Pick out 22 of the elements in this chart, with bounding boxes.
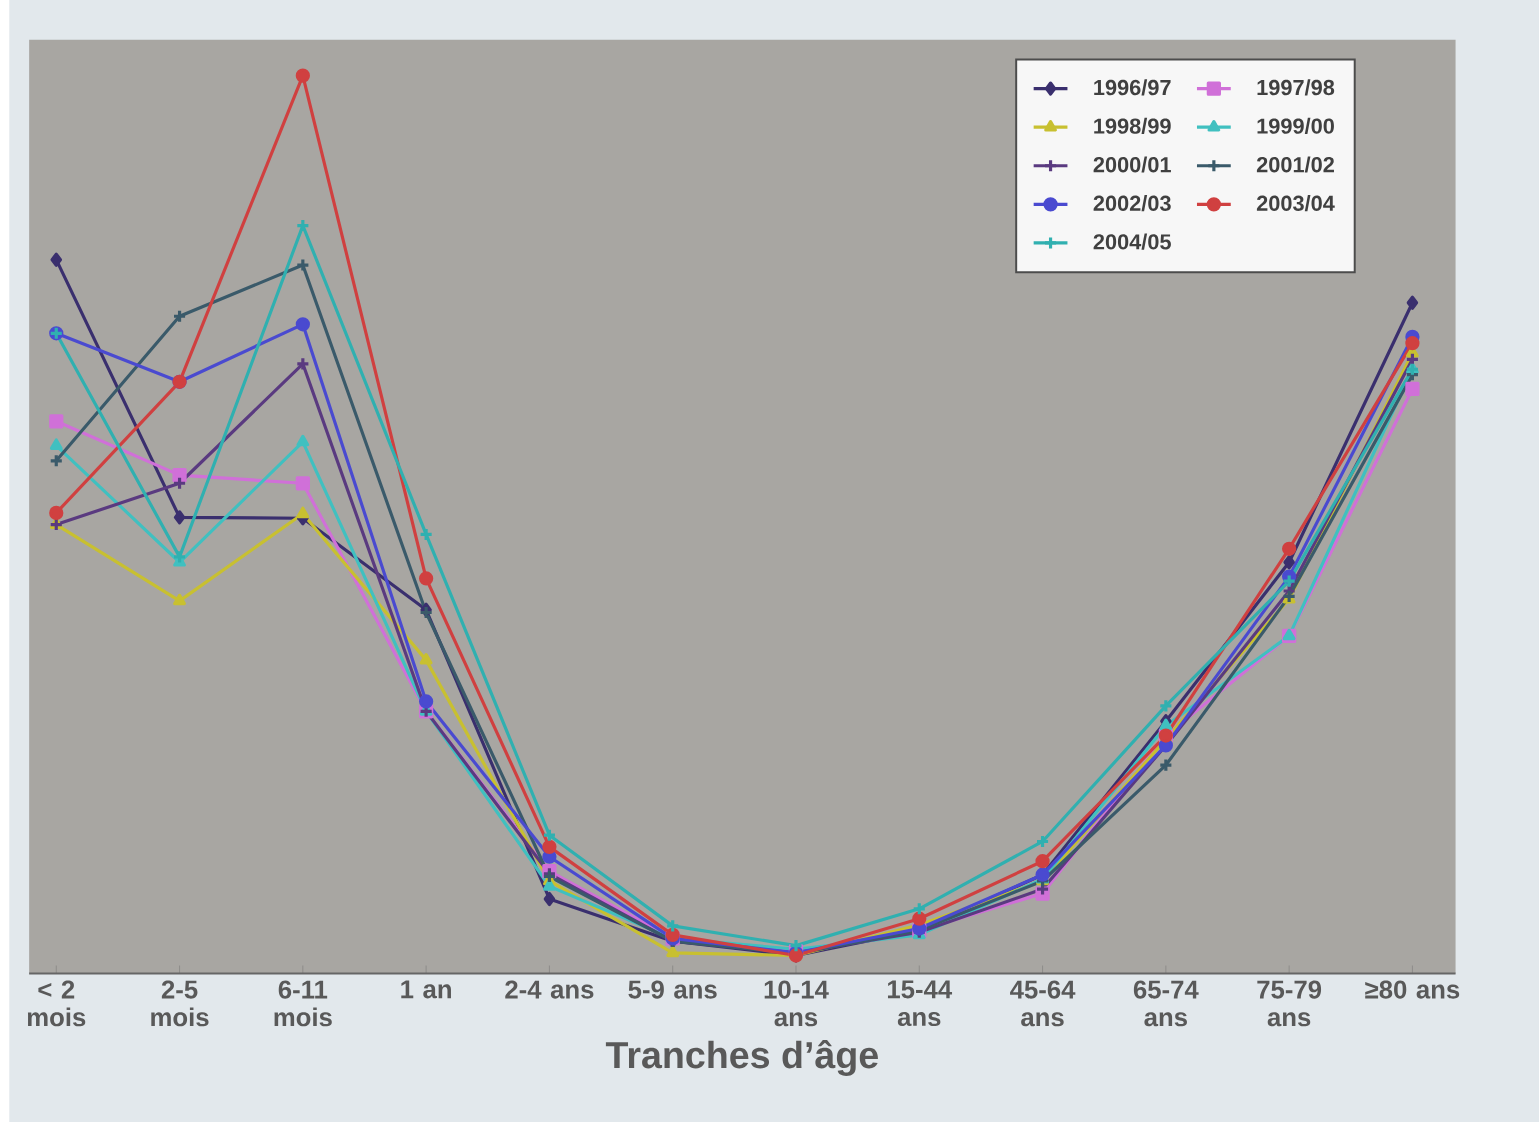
x-tick-label: 65-74 ans [1133,980,1199,1027]
x-tick-label: 1 an [401,980,451,999]
x-tick-label: 5-9 ans [628,980,717,999]
x-tick-label: 2-5 mois [151,980,209,1027]
legend-label: 1997/98 [1257,79,1335,96]
x-tick-label: 45-64 ans [1010,980,1076,1027]
x-tick-label: 10-14 ans [764,980,829,1027]
x-tick-label: 2-4 ans [505,980,594,999]
legend-label: 1996/97 [1094,79,1171,96]
legend-label: 2000/01 [1093,156,1171,173]
legend-label: 2001/02 [1256,156,1334,173]
x-tick-label: 15-44 ans [887,980,953,1026]
legend-label: 2002/03 [1093,194,1171,211]
legend-label: 1999/00 [1257,117,1334,134]
x-tick-label: < 2 mois [27,980,86,1027]
x-axis-title: Tranches d’âge [605,1039,878,1076]
x-tick-label: 75-79 ans [1257,980,1322,1027]
legend-label: 2003/04 [1256,194,1335,211]
legend-label: 1998/99 [1094,117,1171,134]
x-tick-label: 6-11 mois [274,980,332,1027]
x-tick-label: ≥80 ans [1365,980,1460,999]
legend-label: 2004/05 [1093,233,1171,250]
